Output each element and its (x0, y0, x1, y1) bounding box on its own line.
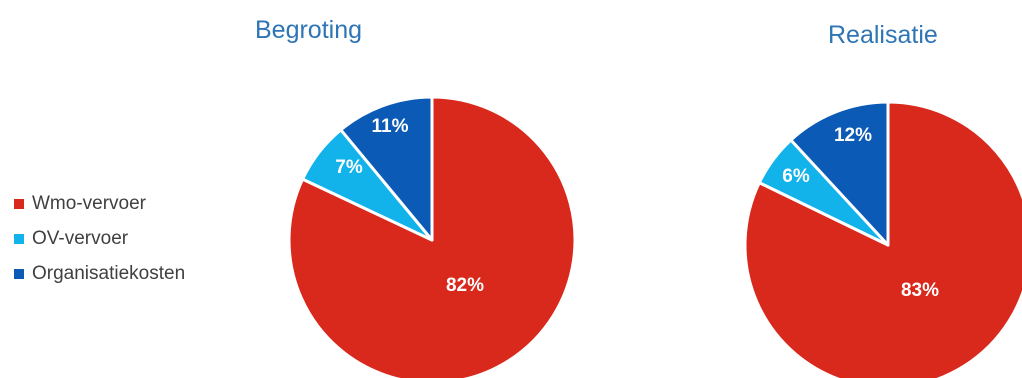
legend-item-ov-vervoer: OV-vervoer (14, 221, 185, 256)
chart-title-realisatie: Realisatie (828, 21, 938, 49)
legend-label-organisatiekosten: Organisatiekosten (32, 262, 186, 284)
pie-slice-begroting-organisatiekosten (339, 95, 434, 242)
chart-title-begroting: Begroting (255, 16, 363, 44)
legend-item-wmo-vervoer: Wmo-vervoer (14, 186, 185, 221)
pie-slice-realisatie-organisatiekosten (789, 100, 890, 247)
legend-item-organisatiekosten: Organisatiekosten (14, 256, 185, 291)
legend-swatch-wmo-vervoer (14, 198, 24, 209)
pie-slice-begroting-wmo-vervoer (287, 95, 577, 378)
legend: Wmo-vervoer OV-vervoer Organisatiekosten (14, 186, 185, 291)
pie-label-realisatie-wmo-vervoer: 83% (901, 280, 939, 301)
pie-label-begroting-wmo-vervoer: 82% (446, 275, 484, 296)
pie-label-realisatie-organisatiekosten: 12% (834, 125, 872, 146)
pie-label-realisatie-ov-vervoer: 6% (782, 166, 810, 187)
pie-slice-realisatie-wmo-vervoer (743, 100, 1022, 378)
pie-label-begroting-ov-vervoer: 7% (335, 157, 363, 178)
legend-swatch-organisatiekosten (14, 268, 24, 279)
legend-label-ov-vervoer: OV-vervoer (32, 227, 129, 249)
legend-swatch-ov-vervoer (14, 233, 24, 244)
legend-label-wmo-vervoer: Wmo-vervoer (32, 192, 147, 214)
pie-label-begroting-organisatiekosten: 11% (372, 116, 409, 137)
